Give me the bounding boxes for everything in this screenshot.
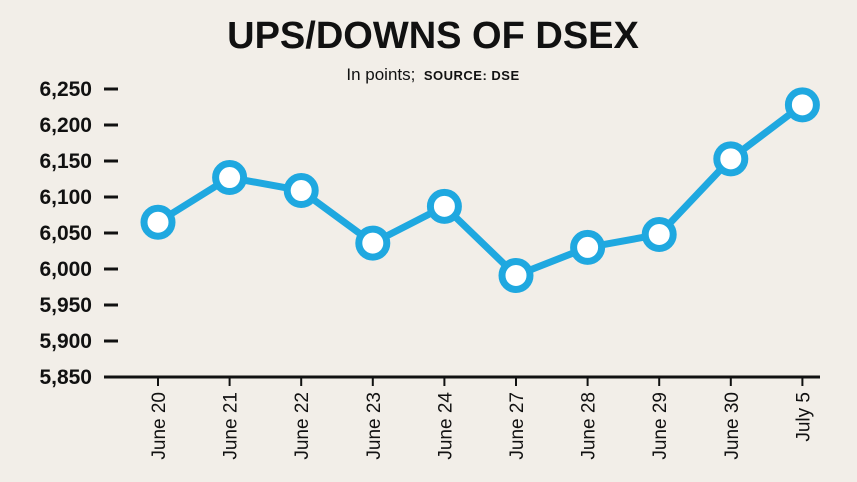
data-point xyxy=(283,173,319,209)
y-tick-label: 6,050 xyxy=(39,222,92,245)
x-tick-label: June 21 xyxy=(221,392,242,460)
x-axis: June 20 June 21 June 22 June 23 June 24 June … xyxy=(104,375,820,460)
data-point xyxy=(498,257,534,293)
y-tick-label: 6,250 xyxy=(39,78,92,101)
chart-subtitle: In points; xyxy=(346,65,415,84)
data-point xyxy=(570,229,606,265)
x-tick-label: July 5 xyxy=(793,392,814,442)
data-point xyxy=(355,225,391,261)
chart-source: SOURCE: DSE xyxy=(424,68,520,83)
x-tick-label: June 24 xyxy=(435,392,456,460)
chart-title: UPS/DOWNS OF DSEX xyxy=(227,15,639,57)
data-point xyxy=(212,160,248,196)
y-axis: 6,250 6,200 6,150 6,100 6,050 6,000 5,950 5,900… xyxy=(39,78,118,389)
data-point xyxy=(426,188,462,224)
series-line xyxy=(154,101,806,279)
x-tick-label: June 28 xyxy=(579,392,600,460)
data-point xyxy=(713,141,749,177)
y-tick-label: 5,900 xyxy=(39,330,92,353)
y-tick-label: 5,850 xyxy=(39,366,92,389)
x-tick-label: June 23 xyxy=(364,392,385,460)
y-tick-label: 6,150 xyxy=(39,150,92,173)
chart-subtitle-line: In points; SOURCE: DSE xyxy=(346,65,519,84)
data-point xyxy=(140,204,176,240)
data-point xyxy=(784,87,820,123)
series-dsex xyxy=(140,87,820,293)
data-point xyxy=(641,216,677,252)
y-tick-label: 6,200 xyxy=(39,114,92,137)
x-tick-label: June 27 xyxy=(507,392,528,460)
x-tick-label: June 20 xyxy=(149,392,170,460)
x-tick-label: June 22 xyxy=(292,392,313,460)
y-tick-label: 5,950 xyxy=(39,294,92,317)
y-tick-label: 6,000 xyxy=(39,258,92,281)
x-tick-label: June 30 xyxy=(722,392,743,460)
y-tick-label: 6,100 xyxy=(39,186,92,209)
x-tick-label: June 29 xyxy=(650,392,671,460)
